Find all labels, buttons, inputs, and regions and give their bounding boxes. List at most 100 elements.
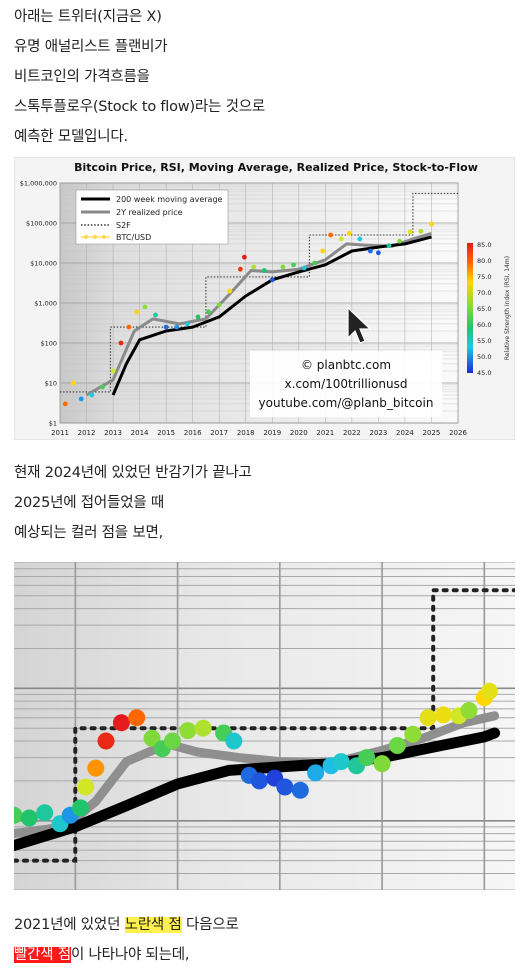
btc-point <box>291 262 296 268</box>
btc-point <box>280 264 286 270</box>
btc-point <box>227 288 233 294</box>
btc-point <box>404 725 422 743</box>
btc-points <box>14 682 498 833</box>
x-tick-label: 2020 <box>290 429 308 437</box>
legend-label: S2F <box>116 221 131 230</box>
btc-point <box>62 401 68 407</box>
x-tick-label: 2021 <box>316 429 334 437</box>
btc-point <box>291 781 309 799</box>
colorbar-tick-label: 50.0 <box>477 353 491 361</box>
intro-line-3: 비트코인의 가격흐름을 <box>14 69 150 85</box>
intro-line-4: 스톡투플로우(Stock to flow)라는 것으로 <box>14 99 266 115</box>
closing-line-2: 빨간색 점이 나타나야 되는데, <box>14 940 239 970</box>
btc-point <box>20 809 38 827</box>
yellow-dot-highlight: 노란색 점 <box>124 917 182 933</box>
btc-point <box>110 368 116 374</box>
colorbar-tick-label: 55.0 <box>477 337 491 345</box>
btc-point <box>238 266 243 272</box>
btc-point <box>407 229 413 235</box>
btc-point <box>386 243 392 249</box>
btc-point <box>153 312 158 318</box>
btc-point <box>134 309 140 315</box>
cursor-icon <box>347 306 372 344</box>
y-tick-label: $10 <box>45 380 57 388</box>
y-tick-label: $1 <box>49 420 57 428</box>
red-dot-highlight: 빨간색 점 <box>14 947 71 963</box>
btc-point <box>194 719 212 737</box>
btc-point <box>419 709 437 727</box>
intro-line-1: 아래는 트위터(지금은 X) <box>14 9 162 25</box>
series-lines <box>60 192 458 397</box>
btc-point <box>346 231 352 236</box>
btc-point <box>434 706 452 724</box>
x-tick-label: 2013 <box>104 429 122 437</box>
btc-point <box>332 753 350 771</box>
btc-point <box>397 238 402 244</box>
btc-point <box>307 764 325 782</box>
watermark-line: youtube.com/@planb_bitcoin <box>259 396 434 410</box>
y-tick-label: $10,000 <box>30 260 57 268</box>
btc-point <box>185 321 190 327</box>
btc-point <box>78 396 84 402</box>
btc-point <box>77 778 95 796</box>
btc-point <box>276 778 294 796</box>
colorbar-tick-label: 60.0 <box>477 321 491 329</box>
btc-point <box>388 737 406 754</box>
colorbar-tick-label: 75.0 <box>477 273 491 281</box>
legend-label: BTC/USD <box>116 233 151 242</box>
btc-point <box>373 755 391 773</box>
btc-point <box>480 682 498 700</box>
btc-point <box>126 324 132 330</box>
btc-point <box>418 228 424 234</box>
btc-point <box>269 277 275 283</box>
x-tick-label: 2014 <box>131 429 149 437</box>
btc-point <box>358 749 376 767</box>
btc-point <box>118 340 124 346</box>
legend-label: 200 week moving average <box>116 195 223 204</box>
btc-point <box>36 804 54 822</box>
btc-point <box>357 236 363 242</box>
middle-line-1: 현재 2024년에 있었던 반감기가 끝나고 <box>14 465 252 481</box>
s2f-line <box>14 588 515 863</box>
2y-realized-price-line <box>14 711 500 839</box>
intro-line-2: 유명 애널리스트 플랜비가 <box>14 39 168 55</box>
btc-points <box>62 221 434 407</box>
btc-point <box>460 702 478 719</box>
btc-point <box>164 732 181 750</box>
btc-point <box>261 268 267 273</box>
intro-line-5: 예측한 모델입니다. <box>14 129 128 145</box>
x-tick-label: 2018 <box>237 429 255 437</box>
x-tick-label: 2016 <box>184 429 202 437</box>
btc-point <box>195 314 201 320</box>
btc-point <box>72 799 89 817</box>
colorbar-tick-label: 45.0 <box>477 369 491 377</box>
zoomed-chart <box>14 562 515 890</box>
btc-point <box>429 221 434 227</box>
btc-point <box>142 304 148 310</box>
y-tick-label: $1,000,000 <box>20 180 57 188</box>
x-tick-label: 2025 <box>423 429 441 437</box>
colorbar-tick-label: 85.0 <box>477 241 491 249</box>
y-tick-label: $100 <box>40 340 57 348</box>
x-tick-label: 2015 <box>157 429 175 437</box>
series-lines <box>14 588 515 863</box>
btc-point <box>328 232 333 238</box>
rsi-colorbar: 85.0 80.0 75.0 70.0 65.0 60.0 55.0 50.0 45.0 Rel… <box>467 241 511 377</box>
closing-text: 이 나타나야 되는데, <box>70 947 190 963</box>
x-tick-label: 2024 <box>396 429 414 437</box>
colorbar-label: Relative Strength Index (RSI, 14m) <box>504 256 511 360</box>
watermark-line: x.com/100trillionusd <box>285 377 408 391</box>
btc-point <box>376 250 381 256</box>
colorbar-tick-label: 70.0 <box>477 289 491 297</box>
middle-paragraph: 현재 2024년에 있었던 반감기가 끝나고 2025년에 접어들었을 때 예상… <box>14 458 252 548</box>
closing-text: 다음으로 <box>181 917 239 933</box>
btc-point <box>368 248 373 254</box>
middle-line-2: 2025년에 접어들었을 때 <box>14 495 165 511</box>
btc-point <box>112 714 130 732</box>
stock-to-flow-chart: Bitcoin Price, RSI, Moving Average, Real… <box>14 157 515 440</box>
watermark: © planbtc.com x.com/100trillionusd youtu… <box>250 351 442 417</box>
btc-point <box>225 732 243 750</box>
btc-point <box>320 248 326 254</box>
btc-point <box>100 384 105 390</box>
btc-point <box>216 302 222 308</box>
